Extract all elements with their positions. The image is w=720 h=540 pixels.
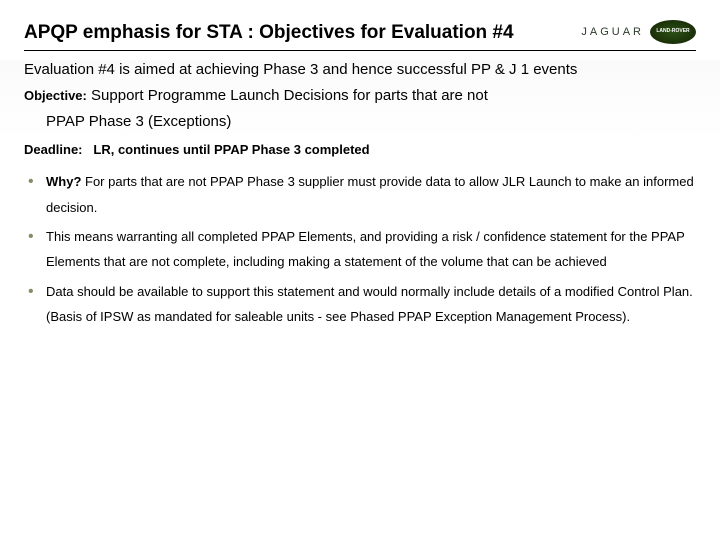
list-item: Data should be available to support this…	[24, 279, 696, 330]
objective-label: Objective:	[24, 88, 87, 103]
brand-block: JAGUAR LAND-ROVER	[581, 20, 696, 44]
deadline-row: Deadline: LR, continues until PPAP Phase…	[24, 142, 696, 157]
bullet-text: Data should be available to support this…	[46, 284, 693, 324]
header-divider	[24, 50, 696, 51]
intro-text: Evaluation #4 is aimed at achieving Phas…	[24, 61, 696, 80]
deadline-label: Deadline:	[24, 142, 83, 157]
deadline-text: LR, continues until PPAP Phase 3 complet…	[93, 142, 369, 157]
slide-container: APQP emphasis for STA : Objectives for E…	[0, 0, 720, 540]
land-rover-logo-icon: LAND-ROVER	[650, 20, 696, 44]
slide-title: APQP emphasis for STA : Objectives for E…	[24, 20, 581, 44]
brand-jaguar-text: JAGUAR	[581, 26, 644, 38]
list-item: This means warranting all completed PPAP…	[24, 224, 696, 275]
bullet-text: For parts that are not PPAP Phase 3 supp…	[46, 174, 694, 214]
list-item: Why? For parts that are not PPAP Phase 3…	[24, 169, 696, 220]
objective-line-1: Objective: Support Programme Launch Deci…	[24, 86, 696, 106]
bullet-label: Why?	[46, 174, 81, 189]
brand-logo-text: LAND-ROVER	[656, 29, 689, 35]
bullet-list: Why? For parts that are not PPAP Phase 3…	[24, 169, 696, 329]
objective-line-2: PPAP Phase 3 (Exceptions)	[46, 112, 696, 132]
slide-header: APQP emphasis for STA : Objectives for E…	[24, 20, 696, 44]
objective-text-1: Support Programme Launch Decisions for p…	[91, 87, 488, 104]
bullet-text: This means warranting all completed PPAP…	[46, 229, 685, 269]
